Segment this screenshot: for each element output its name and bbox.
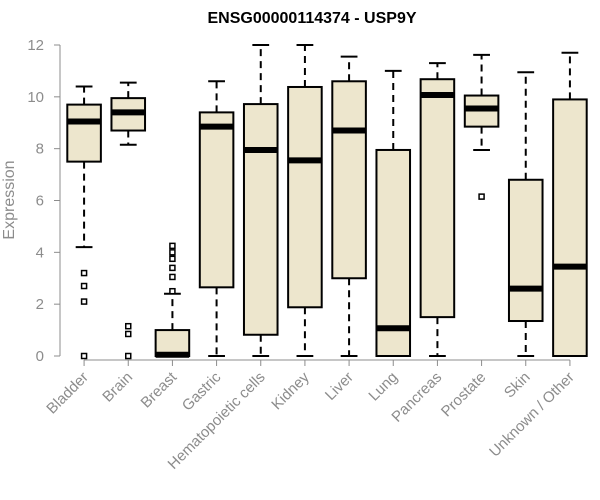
outlier-point [80, 282, 88, 290]
box-8 [419, 62, 456, 357]
box-iqr [198, 111, 235, 289]
x-tick-label: Prostate [438, 369, 490, 421]
box-iqr [375, 148, 412, 357]
box-10 [507, 71, 544, 357]
box-11 [552, 51, 588, 358]
x-tick-label: Unknown / Other [486, 369, 578, 461]
outlier-point [80, 352, 88, 360]
y-axis-label: Expression [1, 160, 18, 239]
x-tick-label: Brain [99, 369, 136, 406]
y-tick-label: 2 [36, 296, 44, 313]
box-iqr [331, 80, 367, 280]
outlier-point [478, 193, 485, 200]
chart-title: ENSG00000114374 - USP9Y [207, 10, 416, 27]
box-iqr [552, 98, 588, 358]
box-iqr [242, 103, 279, 336]
outlier-point [169, 264, 176, 272]
outlier-point [125, 330, 132, 338]
outlier-point [125, 322, 132, 330]
box-iqr [419, 78, 456, 319]
x-tick-label: Skin [501, 369, 534, 402]
box-4 [242, 44, 279, 357]
x-tick-label: Lung [365, 369, 401, 405]
y-tick-label: 4 [36, 244, 44, 261]
box-9 [463, 53, 500, 200]
x-tick-label: Kidney [268, 368, 313, 413]
outlier-point [169, 249, 176, 256]
outlier-point [169, 273, 176, 281]
y-tick-label: 6 [36, 193, 44, 210]
outlier-point [125, 352, 132, 360]
y-tick-label: 8 [36, 141, 44, 158]
box-7 [375, 69, 412, 357]
boxes-group [66, 44, 588, 360]
x-tick-label: Breast [138, 368, 181, 411]
y-tick-label: 12 [27, 37, 44, 54]
outlier-point [80, 269, 88, 277]
box-iqr [154, 329, 191, 358]
x-tick-label: Liver [322, 369, 357, 404]
y-axis: 0 2 4 6 8 10 12 [27, 37, 61, 365]
x-tick-label: Bladder [43, 369, 92, 418]
box-iqr [507, 178, 544, 323]
box-iqr [66, 103, 102, 163]
box-1 [110, 81, 147, 360]
box-3 [198, 80, 235, 357]
box-6 [331, 55, 367, 357]
outlier-point [169, 287, 176, 295]
outlier-point [169, 255, 176, 263]
outlier-point [80, 298, 88, 305]
box-0 [66, 85, 102, 360]
box-iqr [287, 85, 323, 309]
box-2 [154, 242, 191, 358]
box-5 [287, 44, 323, 357]
outlier-point [169, 242, 176, 250]
y-tick-label: 10 [27, 89, 44, 106]
y-tick-label: 0 [36, 348, 44, 365]
